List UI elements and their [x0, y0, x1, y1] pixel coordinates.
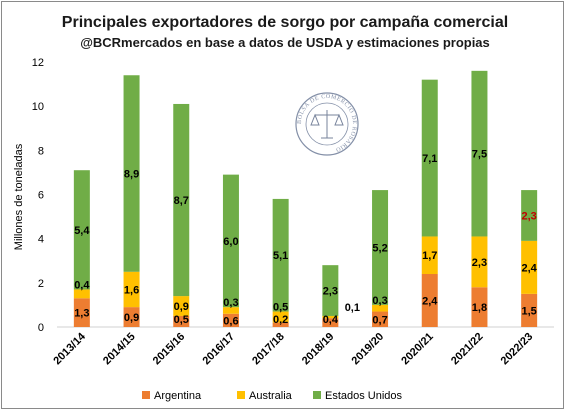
x-tick-label: 2015/16 — [151, 331, 188, 368]
bar-segment-argentina — [322, 318, 339, 327]
data-label: 8,7 — [174, 195, 189, 207]
x-tick-label: 2016/17 — [200, 331, 237, 368]
x-axis-ticks: 2013/14 2014/15 2015/16 2016/17 2017/18 2018/… — [51, 330, 535, 367]
bar-segment-estados-unidos — [73, 170, 90, 290]
y-tick-label: 0 — [38, 322, 44, 334]
x-tick-label: 2022/23 — [499, 331, 536, 368]
bar-segment-argentina — [471, 287, 488, 327]
bar-segment-argentina — [173, 315, 190, 327]
data-label: 0,7 — [372, 314, 387, 326]
bar-segment-australia — [372, 304, 389, 312]
data-label: 1,8 — [472, 302, 487, 314]
x-tick-label: 2019/20 — [350, 331, 387, 368]
data-label: 0,4 — [323, 314, 339, 326]
bar-segment-australia — [421, 236, 438, 274]
data-label: 0,2 — [273, 314, 288, 326]
data-labels: 1,30,45,40,91,68,90,50,98,70,60,36,00,20… — [74, 149, 537, 328]
legend-label: Argentina — [154, 390, 202, 402]
data-label: 1,3 — [74, 308, 89, 320]
data-label: 1,5 — [522, 305, 537, 317]
bar-segment-australia — [222, 307, 239, 314]
bar-segment-argentina — [421, 274, 438, 327]
data-label: 0,9 — [174, 301, 189, 313]
data-label: 8,9 — [124, 169, 139, 181]
data-label: 0,6 — [223, 315, 238, 327]
bar-segment-australia — [521, 240, 538, 294]
data-label: 5,1 — [273, 250, 288, 262]
data-label: 2,3 — [323, 286, 338, 298]
data-label: 2,3 — [472, 257, 487, 269]
legend-swatch — [237, 391, 245, 399]
bar-segment-australia — [123, 271, 140, 308]
data-label: 0,4 — [74, 279, 90, 291]
x-tick-label: 2020/21 — [399, 331, 436, 368]
legend: Argentina Australia Estados Unidos — [142, 390, 403, 402]
y-tick-label: 4 — [38, 234, 44, 246]
bar-segment-estados-unidos — [173, 103, 190, 297]
data-label: 1,7 — [422, 250, 437, 262]
data-label: 0,9 — [124, 312, 139, 324]
x-tick-label: 2014/15 — [101, 331, 138, 368]
y-tick-label: 2 — [38, 278, 44, 290]
bar-segment-estados-unidos — [372, 190, 389, 305]
data-label: 6,0 — [223, 236, 238, 248]
data-label: 0,5 — [174, 314, 189, 326]
bar-segment-australia — [272, 311, 289, 323]
bar-segment-australia — [73, 289, 90, 299]
data-label: 7,1 — [422, 153, 437, 165]
bar-segment-argentina — [222, 313, 239, 327]
bar-segment-estados-unidos — [322, 265, 339, 316]
data-label: 7,5 — [472, 149, 487, 161]
data-label: 0,1 — [345, 302, 360, 314]
bar-segment-estados-unidos — [421, 79, 438, 237]
data-label: 2,4 — [522, 262, 538, 274]
bar-segment-estados-unidos — [272, 198, 289, 312]
bar-segment-argentina — [372, 311, 389, 327]
data-label: 5,4 — [74, 225, 90, 237]
legend-swatch — [313, 391, 321, 399]
x-tick-label: 2021/22 — [449, 331, 486, 368]
bar-segment-estados-unidos — [222, 174, 239, 308]
x-tick-label: 2018/19 — [300, 331, 337, 368]
bar-segment-argentina — [73, 298, 90, 327]
y-tick-label: 6 — [38, 190, 44, 202]
y-tick-label: 10 — [32, 101, 44, 113]
chart-title: Principales exportadores de sorgo por ca… — [62, 14, 508, 31]
bar-segment-estados-unidos — [123, 75, 140, 272]
data-label: 0,3 — [372, 295, 387, 307]
data-label: 0,5 — [273, 302, 288, 314]
data-label: 0,3 — [223, 297, 238, 309]
legend-label: Australia — [249, 390, 293, 402]
scales-icon — [310, 110, 344, 139]
data-label: 2,4 — [422, 296, 438, 308]
watermark-seal: BOLSA DE COMERCIO DE ROSARIO — [295, 92, 359, 156]
y-axis-ticks: 0 2 4 6 8 10 12 — [32, 57, 44, 334]
x-tick-label: 2013/14 — [51, 330, 88, 367]
bar-segment-argentina — [272, 322, 289, 327]
bar-segment-argentina — [521, 293, 538, 327]
data-label: 5,2 — [372, 243, 387, 255]
bar-segment-estados-unidos — [521, 190, 538, 241]
bar-segment-australia — [322, 315, 339, 319]
bar-segment-estados-unidos — [471, 70, 488, 237]
data-label: 1,6 — [124, 284, 139, 296]
data-label: 2,3 — [522, 210, 537, 222]
bars — [73, 70, 538, 327]
bar-segment-argentina — [123, 307, 140, 327]
bar-segment-australia — [471, 236, 488, 288]
y-tick-label: 8 — [38, 145, 44, 157]
legend-label: Estados Unidos — [325, 390, 403, 402]
chart-subtitle: @BCRmercados en base a datos de USDA y e… — [80, 35, 490, 50]
y-axis-label: Millones de toneladas — [13, 143, 25, 250]
x-tick-label: 2017/18 — [250, 331, 287, 368]
bar-segment-australia — [173, 296, 190, 316]
y-tick-label: 12 — [32, 57, 44, 69]
legend-swatch — [142, 391, 150, 399]
